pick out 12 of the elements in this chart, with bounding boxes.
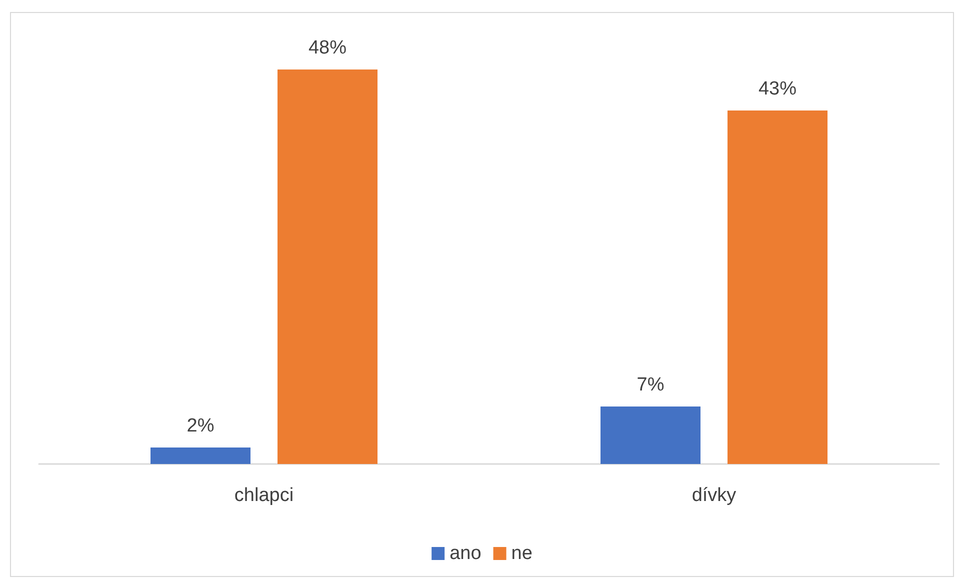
x-tick-label: chlapci <box>234 485 294 506</box>
bar <box>600 406 700 464</box>
bar <box>150 448 250 464</box>
data-label: 48% <box>308 37 347 58</box>
data-label: 2% <box>186 416 214 437</box>
data-label: 7% <box>636 374 664 396</box>
bar <box>728 110 828 464</box>
data-label: 43% <box>758 78 797 100</box>
legend-label: ano <box>450 543 482 564</box>
legend-label: ne <box>511 543 532 564</box>
bar <box>278 69 378 464</box>
x-tick-label: dívky <box>692 485 737 506</box>
